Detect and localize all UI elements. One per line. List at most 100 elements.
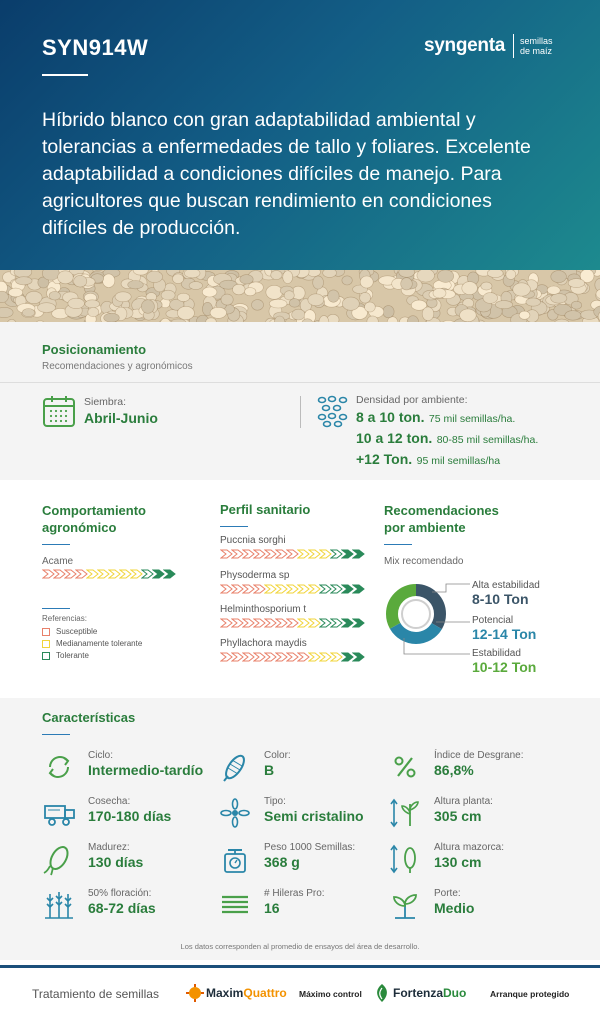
grain-kernel — [282, 270, 294, 284]
grain-kernel — [87, 307, 100, 318]
rating-chevron — [330, 652, 343, 662]
grain-kernel — [432, 287, 447, 299]
calendar-icon — [43, 396, 75, 427]
footer-divider — [0, 965, 600, 968]
rating-chevron — [341, 652, 354, 662]
reference-label: Tolerante — [56, 651, 89, 660]
characteristic-value: B — [264, 762, 275, 778]
grain-kernel — [382, 305, 395, 319]
rating-chevron — [242, 618, 255, 628]
rating-chevron — [253, 549, 266, 559]
references-rule — [42, 608, 70, 609]
grain-kernel — [550, 293, 568, 304]
environment-item-alta: Alta estabilidad 8-10 Ton — [472, 580, 540, 607]
positioning-subtitle: Recomendaciones y agronómicos — [42, 361, 193, 372]
leader-line — [432, 583, 470, 593]
rating-chevron — [220, 549, 233, 559]
donut-segment-estabilidad — [386, 584, 446, 644]
grain-kernel — [127, 280, 144, 290]
grain-kernel — [184, 270, 201, 279]
grain-kernel — [57, 270, 74, 285]
grain-kernel — [67, 297, 85, 309]
grain-kernel — [196, 314, 210, 322]
grain-kernel — [291, 308, 306, 321]
rating-chevron — [352, 549, 365, 559]
characteristic-item: Índice de Desgrane: 86,8% — [388, 750, 524, 784]
grain-kernel — [270, 270, 283, 280]
vertical-divider — [300, 396, 301, 428]
grain-texture — [0, 270, 600, 322]
grain-kernel — [177, 292, 191, 302]
fortenza-logo-icon — [377, 984, 387, 1002]
grain-kernel — [410, 299, 427, 311]
disease-rating-arrows — [220, 584, 365, 594]
grain-kernel — [103, 312, 120, 322]
grain-kernel — [512, 282, 531, 297]
grain-kernel — [341, 275, 353, 286]
density-list: 8 a 10 ton. 75 mil semillas/ha. 10 a 12 … — [356, 408, 538, 471]
disease-label: Helminthosporium t — [220, 604, 307, 615]
disease-rating-arrows — [220, 549, 365, 559]
grain-kernel — [421, 306, 435, 321]
characteristic-value: Medio — [434, 900, 475, 916]
reference-label: Medianamente tolerante — [56, 639, 143, 648]
sowing-value: Abril-Junio — [84, 410, 158, 426]
characteristic-item: 50% floración: 68-72 días — [42, 888, 156, 922]
environment-title-line-2: por ambiente — [384, 520, 466, 535]
grain-kernel — [359, 292, 371, 304]
rating-chevron — [231, 618, 244, 628]
grain-kernel — [25, 290, 43, 304]
logo-sub-line-1: semillas — [520, 36, 553, 46]
grain-kernel — [188, 281, 203, 290]
characteristics-rule — [42, 734, 70, 735]
rating-chevron — [297, 618, 310, 628]
rating-chevron — [275, 652, 288, 662]
reference-tolerant: Tolerante — [42, 651, 142, 660]
rating-chevron — [264, 618, 277, 628]
grain-kernel — [494, 300, 513, 310]
reference-swatch — [42, 651, 50, 660]
rating-chevron — [319, 584, 332, 594]
fortenza-brand: FortenzaDuo — [393, 986, 466, 1000]
rating-chevron — [286, 584, 299, 594]
density-row: 8 a 10 ton. 75 mil semillas/ha. — [356, 408, 538, 429]
logo-sub-line-2: de maíz — [520, 46, 553, 56]
disease-rating-arrows — [220, 652, 365, 662]
rating-chevron — [286, 652, 299, 662]
characteristic-label: 50% floración: — [88, 888, 152, 899]
rating-chevron — [319, 652, 332, 662]
sprout-icon — [393, 894, 417, 919]
characteristic-item: Color: B — [218, 750, 291, 784]
characteristic-text: Porte: Medio — [434, 888, 474, 922]
flower-icon — [220, 798, 250, 828]
reference-susceptible: Susceptible — [42, 627, 142, 636]
rating-chevron — [86, 569, 99, 579]
characteristic-item: Peso 1000 Semillas: 368 g — [218, 842, 355, 876]
environment-donut-chart — [386, 583, 470, 655]
rating-chevron — [152, 569, 165, 579]
characteristic-text: Color: B — [264, 750, 291, 784]
rating-chevron — [220, 652, 233, 662]
grain-kernel — [170, 318, 187, 322]
characteristic-value: 86,8% — [434, 762, 474, 778]
rating-chevron — [64, 569, 77, 579]
rating-chevron — [352, 584, 365, 594]
grain-kernel — [37, 302, 56, 313]
characteristic-item: Porte: Medio — [388, 888, 474, 922]
rating-chevron — [108, 569, 121, 579]
leader-line — [403, 638, 470, 655]
rating-chevron — [141, 569, 154, 579]
characteristic-label: Porte: — [434, 888, 461, 899]
grain-kernel — [251, 299, 264, 311]
characteristic-value: 130 días — [88, 854, 144, 870]
characteristic-value: 368 g — [264, 854, 300, 870]
grain-kernel — [301, 318, 313, 322]
characteristic-label: Color: — [264, 750, 291, 761]
grain-kernel — [518, 310, 531, 320]
environment-item-value: 10-12 Ton — [472, 659, 537, 675]
grain-kernel — [366, 315, 379, 322]
grain-kernel — [8, 287, 23, 298]
grain-kernel — [525, 297, 541, 307]
references-title: Referencias: — [42, 614, 87, 623]
rating-chevron — [352, 652, 365, 662]
